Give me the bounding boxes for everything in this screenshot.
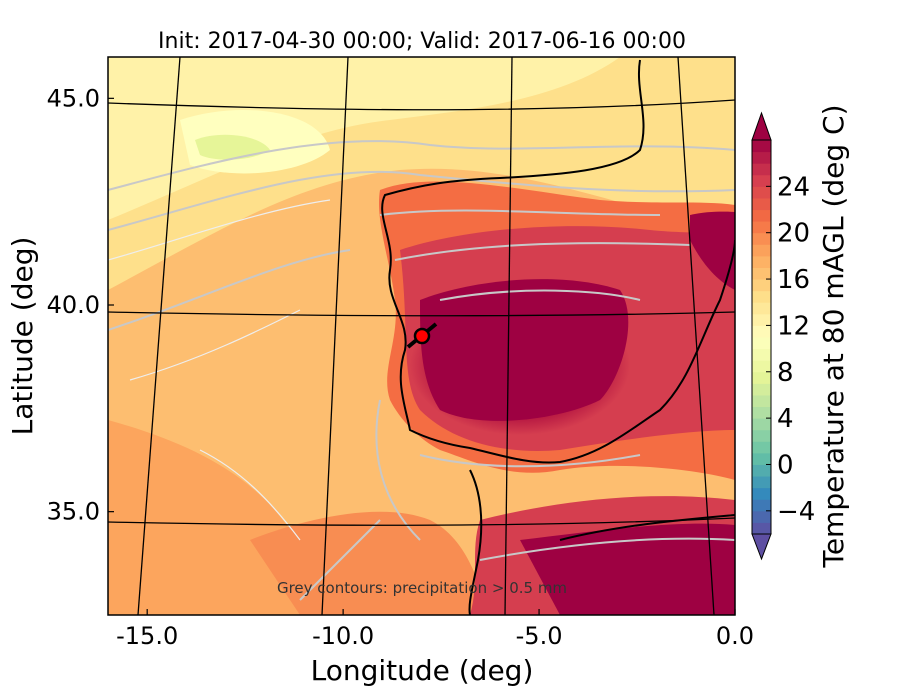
- x-tick-label: -10.0: [312, 622, 374, 650]
- x-tick-label: -5.0: [516, 622, 563, 650]
- x-tick-label: 0.0: [716, 622, 754, 650]
- colorbar-band: [752, 302, 771, 315]
- colorbar-band: [752, 267, 771, 280]
- y-axis-ticks: 45.0 40.0 35.0: [47, 84, 114, 526]
- colorbar-band: [752, 244, 771, 257]
- colorbar-label: Temperature at 80 mAGL (deg C): [817, 104, 850, 568]
- colorbar-tick-label: 0: [777, 450, 794, 480]
- colorbar-band: [752, 232, 771, 245]
- chart-title: Init: 2017-04-30 00:00; Valid: 2017-06-1…: [158, 29, 686, 54]
- colorbar-band: [752, 418, 771, 431]
- y-tick-label: 35.0: [47, 498, 100, 526]
- colorbar-band: [752, 522, 771, 534]
- colorbar-band: [752, 313, 771, 326]
- colorbar-band: [752, 464, 771, 477]
- colorbar-low-extension: [751, 533, 772, 561]
- colorbar-band: [752, 510, 771, 523]
- colorbar-band: [752, 279, 771, 292]
- colorbar-band: [752, 186, 771, 199]
- colorbar-band: [752, 406, 771, 419]
- colorbar-band: [752, 487, 771, 500]
- colorbar-band: [752, 209, 771, 222]
- colorbar: −4 0 4 8 12 16 20 24 Temperature at 80 mAGL (de…: [751, 104, 850, 569]
- colorbar-tick-label: 16: [777, 265, 810, 295]
- y-tick-label: 45.0: [47, 84, 100, 112]
- colorbar-tick-label: 24: [777, 172, 810, 202]
- x-tick-label: -15.0: [116, 622, 178, 650]
- colorbar-band: [752, 348, 771, 361]
- colorbar-band: [752, 337, 771, 350]
- plot-frame: [107, 56, 736, 616]
- colorbar-band: [752, 221, 771, 234]
- colorbar-band: [752, 371, 771, 384]
- colorbar-band: [752, 151, 771, 164]
- colorbar-high-extension: [751, 111, 772, 141]
- colorbar-band: [752, 290, 771, 303]
- colorbar-band: [752, 360, 771, 373]
- coastline: [381, 59, 735, 464]
- colorbar-tick-label: 4: [777, 404, 794, 434]
- colorbar-band: [752, 476, 771, 489]
- colorbar-band: [752, 383, 771, 396]
- colorbar-band: [752, 325, 771, 338]
- colorbar-band: [752, 452, 771, 465]
- colorbar-band: [752, 255, 771, 268]
- x-axis-ticks: -15.0 -10.0 -5.0 0.0: [116, 609, 754, 650]
- x-axis-label: Longitude (deg): [311, 654, 534, 687]
- colorbar-band: [752, 429, 771, 442]
- colorbar-ticks: −4 0 4 8 12 16 20 24: [766, 172, 815, 527]
- colorbar-band: [752, 441, 771, 454]
- colorbar-band: [752, 163, 771, 176]
- colorbar-tick-label: 12: [777, 311, 810, 341]
- colorbar-band: [752, 174, 771, 187]
- site-marker: [406, 322, 438, 349]
- map-field: [108, 57, 735, 615]
- colorbar-band: [752, 197, 771, 211]
- colorbar-band: [752, 499, 771, 512]
- colorbar-tick-label: 20: [777, 219, 810, 249]
- colorbar-tick-label: 8: [777, 358, 794, 388]
- colorbar-band: [752, 394, 771, 408]
- colorbar-tick-label: −4: [777, 497, 815, 527]
- graticule: [108, 57, 735, 615]
- precipitation-note: Grey contours: precipitation > 0.5 mm: [277, 579, 567, 597]
- y-axis-label: Latitude (deg): [6, 237, 39, 436]
- y-tick-label: 40.0: [47, 291, 100, 319]
- colorbar-band: [752, 140, 771, 153]
